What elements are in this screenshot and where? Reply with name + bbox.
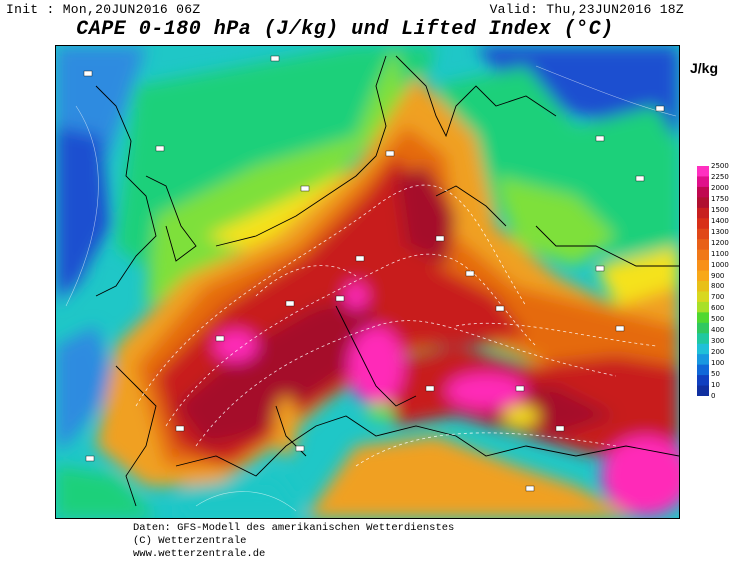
legend-swatch [697, 186, 709, 198]
legend-label: 700 [711, 293, 725, 302]
legend-label: 2000 [711, 183, 729, 192]
legend-label: 400 [711, 326, 725, 335]
legend-label: 300 [711, 337, 725, 346]
legend-swatch [697, 375, 709, 387]
legend-unit: J/kg [690, 60, 719, 76]
legend-swatch [697, 176, 709, 188]
legend-label: 500 [711, 315, 725, 324]
legend-label: 600 [711, 304, 725, 313]
chart-title: CAPE 0-180 hPa (J/kg) und Lifted Index (… [76, 18, 614, 41]
legend-label: 2500 [711, 162, 729, 170]
legend-label: 1400 [711, 216, 729, 225]
lifted-index-markers [83, 55, 665, 492]
legend-swatch [697, 239, 709, 251]
legend-swatch [697, 281, 709, 292]
legend-label: 100 [711, 359, 725, 368]
legend-swatch [697, 228, 709, 240]
legend-label: 1200 [711, 238, 729, 247]
legend-swatch [697, 291, 709, 303]
legend-swatch [697, 207, 709, 219]
legend-swatch [697, 354, 709, 366]
legend-swatch [697, 301, 709, 313]
legend-swatch [697, 364, 709, 376]
legend-label: 1500 [711, 205, 729, 214]
legend-swatch [697, 322, 709, 334]
legend-swatch [697, 343, 709, 355]
legend-swatch [697, 385, 709, 396]
footer-copyright: (C) Wetterzentrale [133, 535, 247, 547]
legend-label: 1300 [711, 227, 729, 236]
footer-data-source: Daten: GFS-Modell des amerikanischen Wet… [133, 522, 455, 534]
legend-label: 50 [711, 370, 720, 379]
cape-map [55, 45, 680, 519]
legend-swatch [697, 166, 709, 177]
legend-label: 1100 [711, 249, 729, 258]
legend-label: 0 [711, 392, 716, 400]
legend-swatch [697, 249, 709, 261]
legend-swatch [697, 270, 709, 282]
legend-label: 1000 [711, 260, 729, 269]
legend-swatch [697, 333, 709, 345]
legend-colorbar [697, 166, 709, 396]
legend-swatch [697, 260, 709, 272]
lifted-index-contours [135, 184, 657, 467]
legend-label: 200 [711, 348, 725, 357]
legend-label: 10 [711, 381, 720, 390]
legend-swatch [697, 218, 709, 230]
legend-label: 800 [711, 282, 725, 291]
footer-website: www.wetterzentrale.de [133, 548, 266, 560]
valid-time: Valid: Thu,23JUN2016 18Z [489, 2, 684, 17]
legend-label: 2250 [711, 172, 729, 181]
legend-label: 900 [711, 271, 725, 280]
legend-swatch [697, 312, 709, 324]
legend-swatch [697, 197, 709, 209]
legend-label: 1750 [711, 194, 729, 203]
init-time: Init : Mon,20JUN2016 06Z [6, 2, 201, 17]
